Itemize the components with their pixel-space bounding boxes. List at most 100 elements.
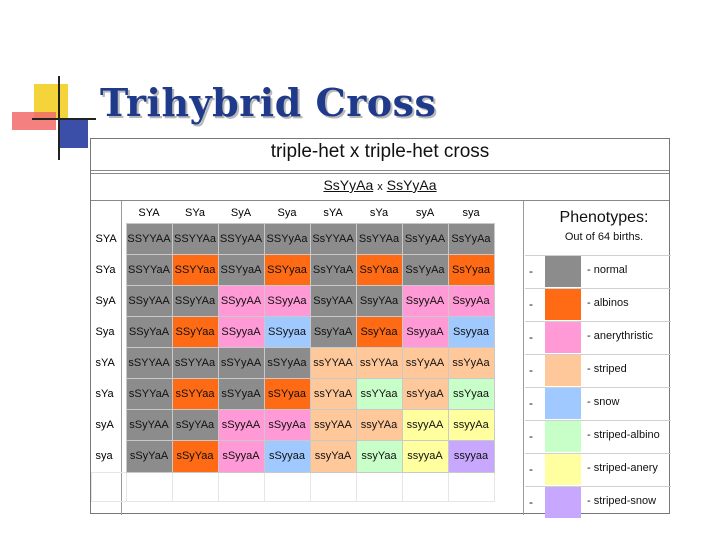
empty-cell [125, 471, 173, 502]
legend-item: - - normal [525, 255, 671, 287]
genotype-cell: SSyYAA [125, 285, 173, 317]
legend-item: - - anerythristic [525, 321, 671, 353]
genotype-cell: ssyYaA [309, 440, 357, 473]
column-header-row: SYA SYa SyA Sya sYA sYa syA sya [92, 203, 495, 224]
genotype-cell: sSYYaa [171, 378, 219, 410]
legend-label: - normal [587, 264, 628, 276]
legend-item: - - snow [525, 387, 671, 419]
genotype-cell: ssyyaa [447, 440, 495, 473]
genotype-cell: sSyYaa [171, 440, 219, 473]
row-header: sya [95, 450, 113, 462]
legend-swatch [545, 421, 581, 452]
genotype-cell: SsYyAa [447, 223, 495, 255]
table-row: SYA SSYYAA SSYYAa SSYyAA SSYyAa SsYYAA SsYYAa S… [92, 223, 495, 255]
genotype-cell: ssyyaA [401, 440, 449, 473]
genotype-cell: ssYYaa [355, 378, 403, 410]
table-row: sya sSyYaA sSyYaa sSyyaA sSyyaa ssyYaA ssyYaa s… [92, 440, 495, 473]
row-header: SYa [95, 264, 116, 276]
table-row: SYa SSYYaA SSYYaa SSYyaA SSYyaa SsYYaA SsYYaa S… [92, 254, 495, 286]
column-header: SYa [185, 207, 205, 219]
column-header: syA [415, 207, 435, 219]
genotype-cell: sSyyaa [263, 440, 311, 473]
column-header: sya [462, 207, 480, 219]
genotype-cell: ssyyAA [401, 409, 449, 441]
punnett-body: SYA SSYYAA SSYYAa SSYyAA SSYyAa SsYYAA SsYYAa S… [91, 223, 495, 502]
genotype-cell: ssYYAa [355, 347, 403, 379]
column-header: SYA [138, 207, 160, 219]
legend-label: - striped-anery [587, 462, 658, 474]
legend-label: - snow [587, 396, 620, 408]
empty-cell [217, 471, 265, 502]
legend-swatch [545, 454, 581, 485]
genotype-cell: ssYyAA [401, 347, 449, 379]
genotype-cell: sSYYaA [125, 378, 173, 410]
table-row: sYa sSYYaA sSYYaa sSYyaA sSYyaa ssYYaA ssYYaa s… [92, 378, 495, 410]
legend-dash: - [529, 330, 533, 344]
genotype-cell: Ssyyaa [447, 316, 495, 348]
genotype-cell: SSYYaA [125, 254, 173, 286]
column-header: sYa [369, 207, 389, 219]
divider [91, 173, 669, 174]
legend-swatch [545, 289, 581, 320]
legend-dash: - [529, 429, 533, 443]
genotype-cell: SsyYaa [355, 316, 403, 348]
genotype-cell: sSyYaA [125, 440, 173, 473]
phenotypes-title: Phenotypes: [559, 209, 649, 226]
genotype-cell: sSyYAA [125, 409, 173, 441]
genotype-cell: sSyyaA [217, 440, 265, 473]
row-header: SYA [95, 233, 117, 245]
genotype-cell: SSyyaA [217, 316, 265, 348]
genotype-cell: SSyyAa [263, 285, 311, 317]
genotype-cell: sSYyAA [217, 347, 265, 379]
column-header: sYA [323, 207, 343, 219]
legend-swatch [545, 256, 581, 287]
column-separator [121, 201, 122, 515]
genotype-cell: SsyYaA [309, 316, 357, 348]
genotype-cell: SSYyAa [263, 223, 311, 255]
column-header: SyA [230, 207, 252, 219]
genotype-cell: SsYYaA [309, 254, 357, 286]
divider [91, 170, 669, 171]
genotype-cell: ssyyAa [447, 409, 495, 441]
empty-cell [447, 471, 495, 502]
cross-symbol: x [377, 181, 383, 193]
row-header: sYa [95, 388, 114, 400]
genotype-cell: SsYYaa [355, 254, 403, 286]
row-header: syA [95, 419, 114, 431]
table-row: Sya SSyYaA SSyYaa SSyyaA SSyyaa SsyYaA SsyYaa S… [92, 316, 495, 348]
genotype-cell: ssYyaa [447, 378, 495, 410]
legend-dash: - [529, 495, 533, 509]
table-row: syA sSyYAA sSyYAa sSyyAA sSyyAa ssyYAA ssyYAa s… [92, 409, 495, 441]
genotype-cell: SSYyaA [217, 254, 265, 286]
genotype-cell: sSyYAa [171, 409, 219, 441]
genotype-cell: SSYYaa [171, 254, 219, 286]
genotype-cell: sSYyaa [263, 378, 311, 410]
genotype-cell: ssyYaa [355, 440, 403, 473]
slide-title: Trihybrid Cross [100, 80, 437, 125]
punnett-sheet: triple-het x triple-het cross SsYyAa x SsY… [90, 138, 671, 518]
legend-swatch [545, 487, 581, 518]
cross-title: triple-het x triple-het cross [270, 141, 490, 162]
corner-cell [92, 203, 127, 224]
column-header: Sya [277, 207, 297, 219]
genotype-cell: ssYYAA [309, 347, 357, 379]
legend-dash: - [529, 264, 533, 278]
genotype-cell: SsYyaa [447, 254, 495, 286]
table-row [91, 471, 495, 502]
legend-item: - - striped [525, 354, 671, 386]
genotype-cell: SsyyAA [401, 285, 449, 317]
legend-dash: - [529, 363, 533, 377]
table-row: sYA sSYYAA sSYYAa sSYyAA sSYyAa ssYYAA ssYYAa s… [92, 347, 495, 379]
genotype-cell: sSYyaA [217, 378, 265, 410]
row-header: SyA [95, 295, 116, 307]
genotype-cell: SSyyaa [263, 316, 311, 348]
legend-item: - - striped-albino [525, 420, 671, 452]
legend-swatch [545, 322, 581, 353]
empty-cell [309, 471, 357, 502]
genotype-cell: ssYYaA [309, 378, 357, 410]
genotype-cell: SSyYaa [171, 316, 219, 348]
legend-item: - - striped-anery [525, 453, 671, 485]
legend-dash: - [529, 396, 533, 410]
genotype-cell: sSyyAA [217, 409, 265, 441]
genotype-cell: ssyYAa [355, 409, 403, 441]
